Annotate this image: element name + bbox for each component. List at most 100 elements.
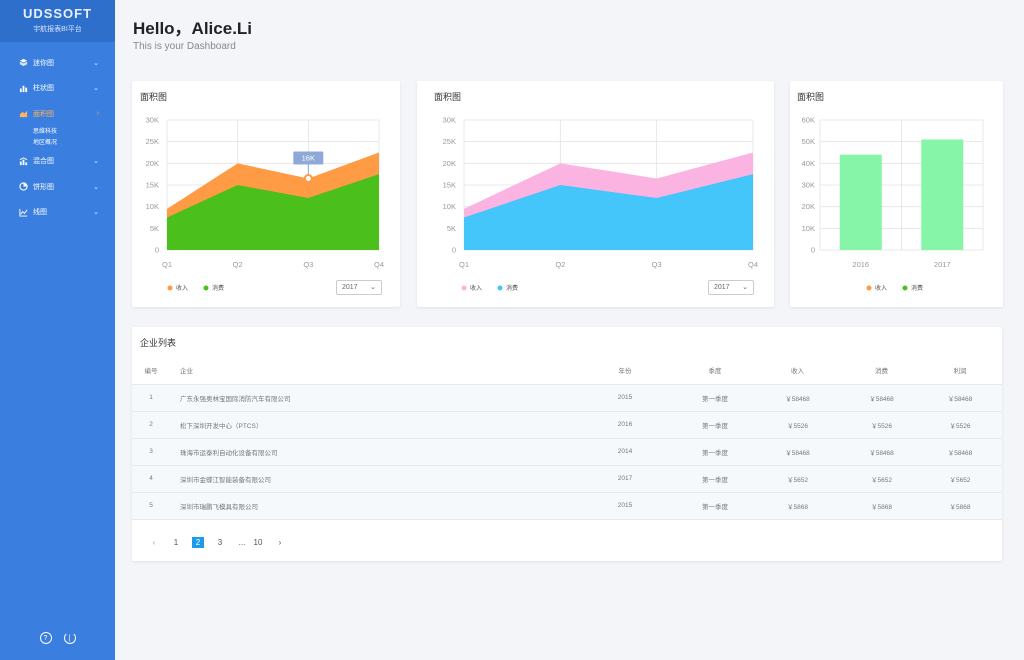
x-tick-label: Q3 [303, 260, 313, 269]
chevron-right-icon: › [96, 110, 99, 118]
sidebar-item-label: 柱状图 [33, 85, 54, 93]
table-cell: ￥5652 [750, 465, 845, 493]
legend-dot [497, 285, 503, 291]
x-tick-label: Q2 [555, 260, 565, 269]
column-header: 消费 [845, 357, 918, 385]
power-icon[interactable]: | [63, 632, 76, 644]
table-cell: 2016 [570, 411, 680, 439]
table-cell: 深圳市瑞鹏飞模具有限公司 [170, 492, 570, 520]
sidebar-item-area-chart[interactable]: 面积图 › [0, 101, 115, 127]
legend-dot [866, 285, 872, 291]
chevron-down-icon: ⌄ [93, 59, 99, 67]
chevron-down-icon: ⌄ [370, 284, 376, 291]
table-cell: 5 [132, 492, 170, 520]
sidebar-item-pie-chart[interactable]: 饼形图 ⌄ [0, 174, 115, 200]
table-cell: 1 [132, 384, 170, 412]
sidebar-nav: 迷你图 ⌄ 柱状图 ⌄ 面积图 › 思维科技 地区概况 混合图 ⌄ [0, 50, 115, 225]
sidebar-item-mini-chart[interactable]: 迷你图 ⌄ [0, 50, 115, 76]
line-chart-icon [19, 208, 28, 217]
x-tick-label: Q3 [652, 260, 662, 269]
table-cell: 第一季度 [680, 438, 750, 466]
page-button[interactable]: 10 [253, 538, 263, 547]
y-tick-label: 10K [802, 224, 815, 233]
x-tick-label: Q4 [748, 260, 758, 269]
help-icon[interactable]: ? [39, 632, 52, 644]
brand-logo: UDSSOFT [22, 6, 93, 21]
column-header: 企业 [170, 357, 570, 385]
sidebar-item-line-chart[interactable]: 线图 ⌄ [0, 200, 115, 226]
column-header: 收入 [750, 357, 845, 385]
chevron-down-icon: ⌄ [742, 284, 748, 291]
y-tick-label: 50K [802, 137, 815, 146]
year-select[interactable]: 2017 ⌄ [708, 280, 754, 295]
table-cell: 第一季度 [680, 411, 750, 439]
table-row[interactable]: 4 深圳市金蝶江智能装备有限公司 2017 第一季度 ￥5652 ￥5652 ￥5652 [132, 465, 1002, 493]
y-tick-label: 25K [146, 137, 159, 146]
y-tick-label: 60K [802, 116, 815, 125]
table-cell: 第一季度 [680, 384, 750, 412]
x-tick-label: 2016 [852, 260, 869, 269]
table-cell: 广东永强奥林宝国际消防汽车有限公司 [170, 384, 570, 412]
tooltip-box [293, 151, 324, 165]
legend-dot [203, 285, 209, 291]
table-cell: ￥5868 [750, 492, 845, 520]
sidebar-subitem[interactable]: 地区概况 [33, 139, 58, 146]
table-cell: 2 [132, 411, 170, 439]
table-row[interactable]: 2 松下深圳开发中心（PTCS） 2016 第一季度 ￥5526 ￥5526 ￥5526 [132, 411, 1002, 439]
chart-card-3: 面积图 0 10K 20K 30K 40K 50K 60K 2016 2017 收入 消费 [790, 81, 1003, 307]
brand: UDSSOFT 宇航报表BI平台 [0, 0, 115, 42]
chart-card-1: 面积图 0 5K 10K 15K 20K 25K 30K Q1 Q2 Q3 Q4 收入 消费 16K 20… [132, 81, 400, 307]
column-header: 季度 [680, 357, 750, 385]
tooltip-label: 16K [302, 154, 315, 163]
bar-chart-icon [19, 84, 28, 93]
y-tick-label: 20K [443, 159, 456, 168]
y-tick-label: 30K [146, 116, 159, 125]
sidebar-item-label: 迷你图 [33, 59, 54, 67]
x-tick-label: Q2 [233, 260, 243, 269]
page-button[interactable]: 3 [217, 538, 223, 547]
page-button-current[interactable]: 2 [192, 537, 204, 548]
page-button[interactable]: 1 [173, 538, 179, 547]
sidebar-bottom-actions: ? | [0, 632, 115, 644]
area-chart-2: 0 5K 10K 15K 20K 25K 30K Q1 Q2 Q3 Q4 收入 消费 [443, 116, 758, 293]
y-tick-label: 0 [452, 246, 456, 255]
area-chart-icon [19, 109, 28, 118]
table-cell: 2015 [570, 384, 680, 412]
y-tick-label: 25K [443, 137, 456, 146]
year-select[interactable]: 2017 ⌄ [336, 280, 382, 295]
table-row[interactable]: 1 广东永强奥林宝国际消防汽车有限公司 2015 第一季度 ￥58468 ￥58468 ￥5… [132, 384, 1002, 412]
table-row[interactable]: 3 珠海市运泰利自动化设备有限公司 2014 第一季度 ￥58468 ￥58468 ￥584… [132, 438, 1002, 466]
table-cell: 深圳市金蝶江智能装备有限公司 [170, 465, 570, 493]
legend-dot [902, 285, 908, 291]
page-ellipsis: ... [238, 538, 246, 547]
sidebar-subitem[interactable]: 思维科技 [33, 128, 58, 135]
table-cell: ￥58468 [918, 384, 1002, 412]
table-cell: ￥58468 [750, 384, 845, 412]
table-cell: ￥5526 [918, 411, 1002, 439]
prev-page-button[interactable]: ‹ [152, 538, 156, 547]
chart-card-2: 面积图 0 5K 10K 15K 20K 25K 30K Q1 Q2 Q3 Q4 收入 消费 2017 … [417, 81, 774, 307]
table-row[interactable]: 5 深圳市瑞鹏飞模具有限公司 2015 第一季度 ￥5868 ￥5868 ￥5868 [132, 492, 1002, 520]
column-header: 编号 [132, 357, 170, 385]
table-cell: ￥58468 [918, 438, 1002, 466]
bar-chart-3: 0 10K 20K 30K 40K 50K 60K 2016 2017 收入 消费 [802, 116, 984, 292]
column-header: 年份 [570, 357, 680, 385]
area-series-2 [167, 174, 379, 250]
y-tick-label: 15K [443, 181, 456, 190]
pie-chart-icon [19, 182, 28, 191]
table-cell: ￥5868 [845, 492, 918, 520]
next-page-button[interactable]: › [278, 538, 282, 547]
sidebar-item-mixed-chart[interactable]: 混合图 ⌄ [0, 149, 115, 175]
sidebar-item-bar-chart[interactable]: 柱状图 ⌄ [0, 76, 115, 102]
table-cell: ￥5652 [918, 465, 1002, 493]
table-cell: 2015 [570, 492, 680, 520]
legend-dot [461, 285, 467, 291]
chevron-down-icon: ⌄ [93, 85, 99, 93]
cube-icon [19, 58, 28, 67]
company-table-card: 企业列表 编号 企业 年份 季度 收入 消费 利润 1 广东永强奥林宝国际消防汽车… [132, 327, 1002, 561]
table-cell: ￥5526 [845, 411, 918, 439]
mixed-chart-icon [19, 157, 28, 166]
page-subtitle: This is your Dashboard [133, 41, 236, 52]
sidebar-submenu: 思维科技 地区概况 [0, 127, 115, 149]
bar [839, 154, 882, 250]
